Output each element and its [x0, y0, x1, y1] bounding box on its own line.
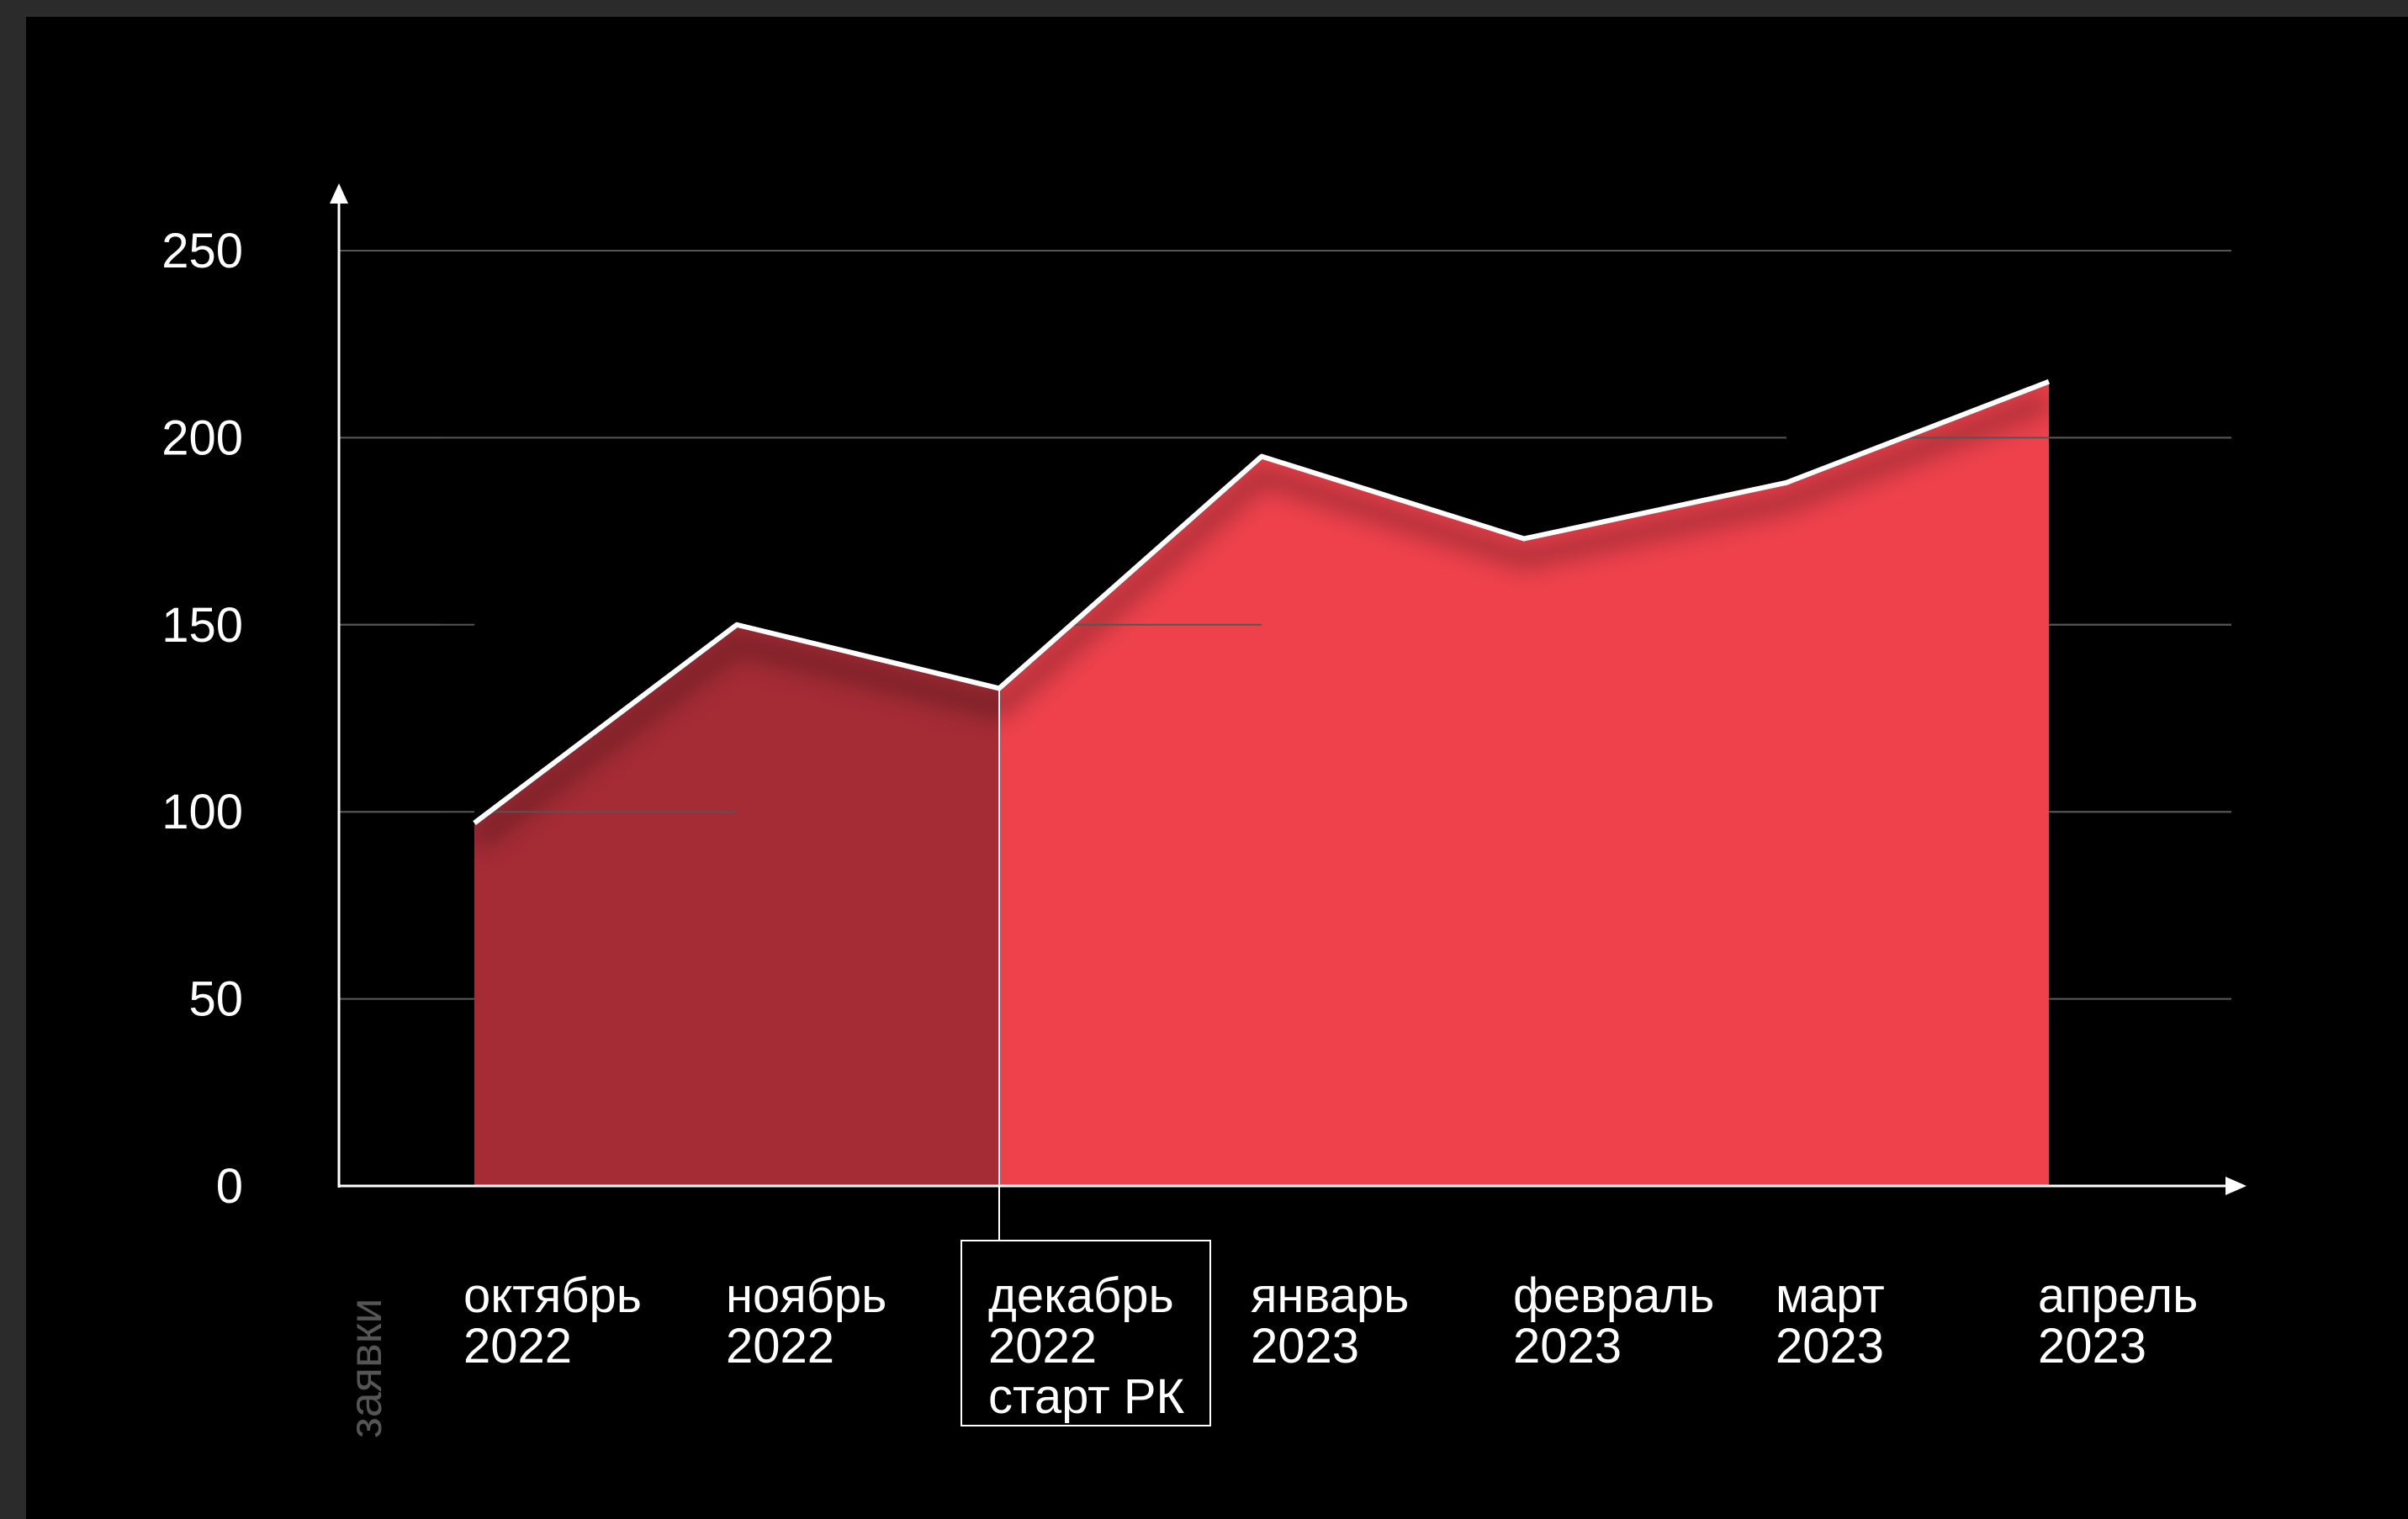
x-tick-label-line: 2022 [726, 1319, 834, 1373]
x-tick-label-line: апрель [2038, 1268, 2198, 1323]
y-tick-label: 200 [161, 410, 243, 465]
x-tick-label: март 2023 [1776, 1268, 1885, 1373]
x-tick-label-line: 2023 [1251, 1319, 1359, 1373]
chart-canvas: 0 50 100 150 200 250 заявки октябрь 2022 ноябрь 20… [26, 17, 2408, 1519]
area-after-campaign [999, 381, 2049, 1186]
x-tick-label-line: 2023 [1776, 1319, 1884, 1373]
x-tick-label-line: старт РК [988, 1369, 1185, 1424]
x-tick-label-line: март [1776, 1268, 1885, 1323]
y-tick-label: 50 [188, 972, 243, 1027]
x-axis-arrow [2225, 1177, 2247, 1195]
x-tick-label-line: октябрь [463, 1268, 642, 1323]
x-tick-label: декабрь 2022 старт РК [988, 1268, 1185, 1424]
y-tick-label: 150 [161, 598, 243, 653]
x-tick-label-line: 2023 [2038, 1319, 2146, 1373]
y-axis-arrow [330, 183, 348, 204]
x-tick-label-line: 2022 [988, 1319, 1097, 1373]
x-tick-label: апрель 2023 [2038, 1268, 2198, 1373]
x-tick-label-line: ноябрь [726, 1268, 886, 1323]
x-tick-label-line: 2022 [463, 1319, 572, 1373]
x-tick-label: февраль 2023 [1513, 1268, 1714, 1373]
x-tick-label: октябрь 2022 [463, 1268, 642, 1373]
y-tick-label: 250 [161, 224, 243, 278]
area-before-campaign [474, 624, 999, 1186]
y-tick-label: 0 [216, 1159, 243, 1214]
x-tick-label: ноябрь 2022 [726, 1268, 886, 1373]
x-tick-label-line: февраль [1513, 1268, 1714, 1323]
line-shadow [468, 389, 2053, 850]
x-tick-label-line: декабрь [988, 1268, 1174, 1323]
x-tick-label: январь 2023 [1251, 1268, 1409, 1373]
x-tick-label-line: 2023 [1513, 1319, 1622, 1373]
campaign-start-label-box [961, 1240, 1211, 1426]
y-axis-label: заявки [341, 1298, 391, 1438]
shadow-cover [441, 17, 2083, 823]
data-line [473, 378, 2051, 825]
x-tick-label-line: январь [1251, 1268, 1409, 1323]
y-tick-label: 100 [161, 785, 243, 839]
